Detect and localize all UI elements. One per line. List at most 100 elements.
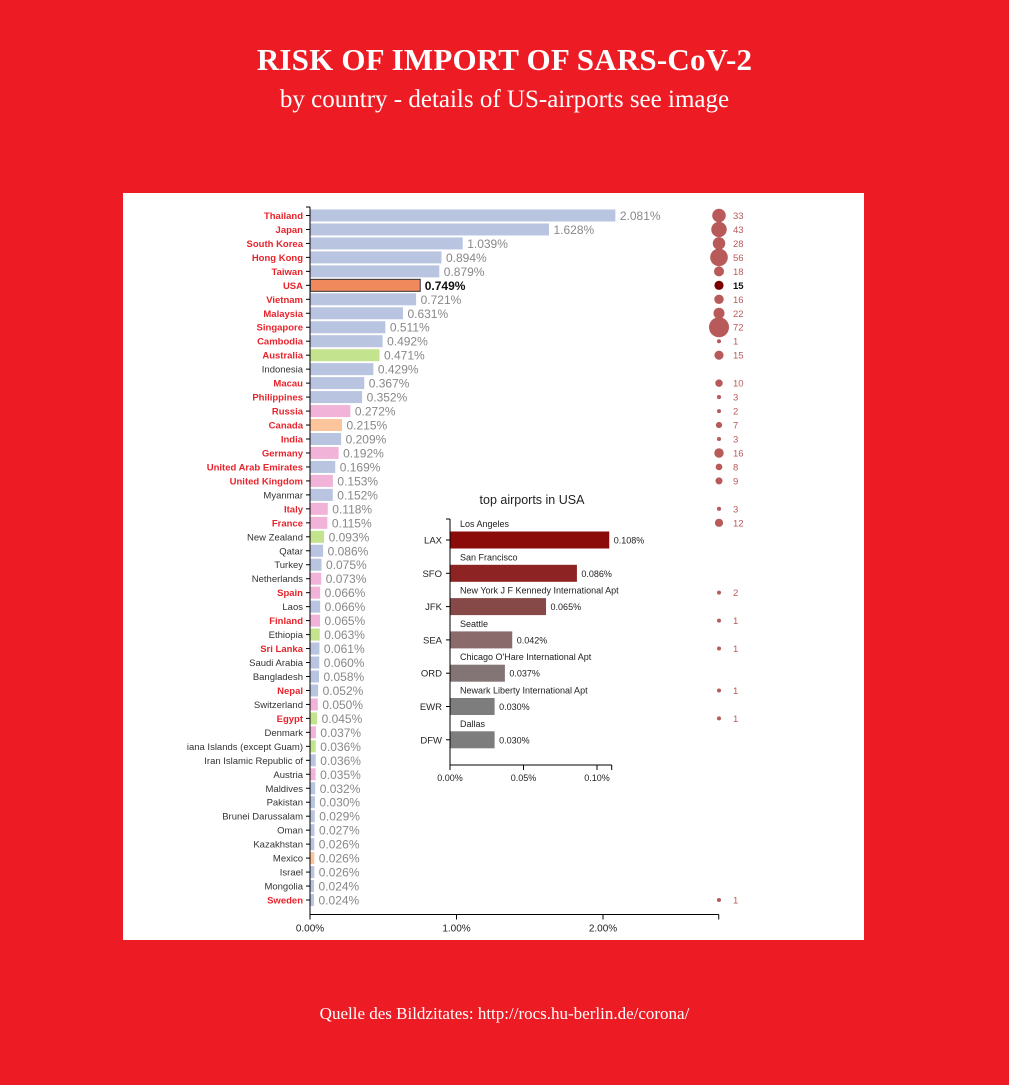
country-label: Kazakhstan (253, 840, 303, 851)
country-label: Sweden (267, 896, 303, 907)
bar (310, 852, 315, 865)
value-label: 0.027% (319, 824, 360, 838)
value-label: 0.026% (319, 866, 360, 880)
case-dot (715, 379, 723, 387)
case-dot (713, 266, 725, 277)
airport-value-label: 0.037% (509, 669, 540, 679)
country-label: Maldives (266, 784, 304, 795)
case-count: 16 (733, 295, 744, 306)
case-dot (714, 294, 724, 305)
value-label: 0.029% (319, 810, 360, 824)
case-count: 1 (733, 714, 738, 725)
case-count: 28 (733, 239, 744, 250)
value-label: 0.093% (329, 530, 370, 544)
country-label: Bangladesh (253, 672, 303, 683)
airport-value-label: 0.065% (551, 602, 582, 612)
bar (310, 474, 333, 487)
value-label: 0.024% (319, 894, 360, 908)
case-dot (716, 506, 722, 511)
bar (310, 265, 440, 278)
country-label: Switzerland (254, 700, 303, 711)
value-label: 0.065% (325, 614, 366, 628)
value-label: 0.352% (367, 391, 408, 405)
country-label: Russia (272, 407, 304, 418)
value-label: 0.367% (369, 377, 410, 391)
value-label: 0.058% (323, 670, 364, 684)
country-label: Qatar (279, 546, 303, 557)
case-count: 22 (733, 309, 744, 320)
case-count: 33 (733, 211, 744, 222)
country-label: Vietnam (266, 295, 303, 306)
bar (310, 391, 363, 404)
value-label: 0.045% (322, 712, 363, 726)
bar (310, 419, 342, 432)
case-dot (717, 688, 721, 693)
bar (310, 502, 328, 515)
case-count: 43 (733, 225, 744, 236)
country-label: Oman (277, 826, 303, 837)
bar (310, 712, 318, 725)
page-title: RISK OF IMPORT OF SARS-CoV-2 (256, 42, 753, 77)
country-label: Iran Islamic Republic of (204, 756, 303, 767)
value-label: 0.721% (421, 293, 462, 307)
bar (310, 880, 315, 893)
value-label: 0.026% (319, 852, 360, 866)
x-tick-label: 2.00% (589, 924, 617, 935)
airport-bar (450, 598, 547, 616)
value-label: 0.024% (319, 880, 360, 894)
value-label: 0.060% (324, 656, 365, 670)
case-dot (712, 237, 726, 250)
country-label: Egypt (277, 714, 304, 725)
country-label: USA (283, 281, 303, 292)
value-label: 0.471% (384, 349, 425, 363)
case-dot (713, 307, 725, 319)
case-count: 72 (733, 323, 744, 334)
country-label: Saudi Arabia (249, 658, 304, 669)
country-label: Cambodia (257, 337, 304, 348)
value-label: 0.429% (378, 363, 419, 377)
value-label: 0.066% (325, 600, 366, 614)
case-count: 1 (733, 896, 738, 907)
bar (310, 433, 342, 446)
case-dot (710, 248, 728, 267)
page-subtitle: by country - details of US-airports see … (279, 86, 730, 113)
value-label: 0.026% (319, 838, 360, 852)
bar (310, 223, 550, 236)
value-label: 0.169% (340, 460, 381, 474)
case-dot (715, 421, 723, 429)
bar (310, 824, 315, 837)
bar (310, 251, 442, 264)
value-label: 0.037% (320, 726, 361, 740)
value-label: 0.492% (387, 335, 428, 349)
value-label: 0.073% (326, 572, 367, 586)
bar (310, 782, 316, 795)
bar (310, 530, 325, 543)
country-label: Japan (276, 225, 304, 236)
country-label: Pakistan (267, 798, 303, 809)
source-caption: Quelle des Bildzitates: http://rocs.hu-b… (319, 1004, 690, 1023)
inset-title: top airports in USA (480, 493, 586, 507)
case-dot (716, 395, 722, 400)
case-count: 1 (733, 616, 738, 627)
case-dot (715, 477, 723, 485)
bar (310, 446, 339, 459)
country-label: Thailand (264, 211, 303, 222)
bar (310, 307, 403, 320)
country-label: Germany (262, 448, 304, 459)
bar (310, 838, 315, 851)
bar (310, 586, 321, 599)
case-count: 15 (733, 351, 744, 362)
case-count: 18 (733, 267, 744, 278)
bar (310, 754, 316, 767)
case-dot (717, 898, 721, 903)
case-count: 3 (733, 435, 738, 446)
chart-panel: 0.00% 1.00% 2.00% Thailand 2.081% 33 Japan 1.62… (123, 193, 864, 940)
case-count: 2 (733, 588, 738, 599)
country-label: Brunei Darussalam (222, 812, 303, 823)
airport-code: SFO (422, 569, 442, 580)
country-label: Taiwan (272, 267, 304, 278)
value-label: 1.628% (554, 223, 595, 237)
country-label: New Zealand (247, 532, 303, 543)
bar (310, 768, 316, 781)
case-count: 1 (733, 337, 738, 348)
